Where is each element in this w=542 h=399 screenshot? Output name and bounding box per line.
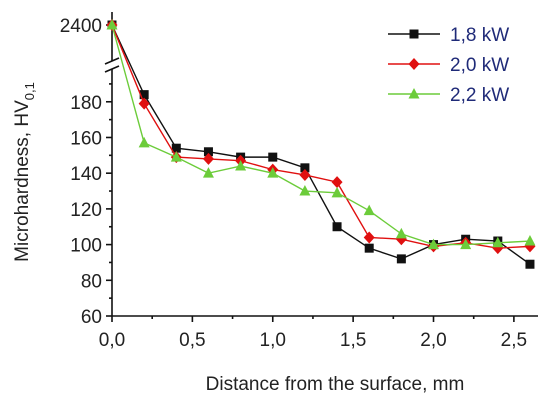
legend: 1,8 kW 2,0 kW 2,2 kW — [388, 25, 509, 106]
y-tick-label: 80 — [81, 271, 102, 292]
x-tick-label: 1,5 — [340, 330, 366, 351]
legend-label: 1,8 kW — [450, 25, 509, 46]
data-point-square — [332, 222, 342, 232]
data-point-square — [300, 163, 310, 173]
data-point-diamond — [299, 168, 311, 181]
y-tick-label: 160 — [70, 128, 102, 149]
y-tick-label: 180 — [70, 93, 102, 114]
data-point-square — [203, 147, 213, 157]
axis-break-mark-lower — [104, 65, 120, 73]
legend-entry: 1,8 kW — [388, 25, 509, 46]
data-point-triangle — [363, 204, 375, 216]
x-tick-label: 2,0 — [420, 330, 446, 351]
data-point-triangle — [170, 151, 182, 162]
data-point-diamond — [202, 152, 214, 165]
data-point-triangle — [524, 235, 536, 246]
legend-label: 2,2 kW — [450, 85, 509, 106]
data-point-square — [364, 243, 374, 253]
legend-entry: 2,0 kW — [388, 55, 509, 76]
data-point-triangle — [428, 238, 440, 250]
x-tick-label: 2,5 — [501, 330, 527, 351]
x-tick-label: 0,0 — [99, 330, 125, 351]
data-point-square — [525, 259, 535, 269]
series-line — [111, 24, 531, 249]
axis-break-mark-upper — [104, 57, 120, 65]
data-point-triangle — [202, 167, 214, 178]
legend-label: 2,0 kW — [450, 55, 509, 76]
data-point-square — [139, 90, 149, 100]
series-3 — [106, 19, 536, 250]
data-point-square — [396, 254, 406, 264]
y-axis-title-subscript: 0,1 — [22, 82, 37, 100]
y-tick-label: 100 — [70, 236, 102, 257]
data-point-diamond — [408, 58, 420, 70]
data-point-diamond — [138, 97, 150, 110]
y-tick-label: 120 — [70, 200, 102, 221]
x-axis-title: Distance from the surface, mm — [206, 374, 465, 395]
data-point-triangle — [408, 88, 420, 99]
data-point-square — [171, 143, 181, 153]
data-point-triangle — [106, 19, 118, 30]
y-axis-title: Microhardness, HV0,1 — [12, 82, 37, 262]
y-tick-label: 60 — [81, 307, 102, 328]
data-point-triangle — [235, 160, 247, 171]
axis-ticks: 60 80 100 120 140 160 180 2400 0,0 0,5 1,0 1,5 2,0 2,… — [60, 16, 527, 351]
y-tick-label-break-top: 2400 — [60, 16, 102, 37]
series-line — [111, 24, 531, 265]
data-point-triangle — [138, 136, 150, 148]
data-point-diamond — [363, 231, 375, 244]
legend-entry: 2,2 kW — [388, 85, 509, 106]
data-point-diamond — [331, 176, 343, 189]
x-tick-label: 0,5 — [179, 330, 205, 351]
data-point-triangle — [331, 186, 343, 198]
axes-frame — [104, 12, 538, 317]
data-series — [106, 19, 536, 269]
x-tick-label: 1,0 — [260, 330, 286, 351]
y-axis-title-main: Microhardness, HV — [12, 100, 33, 262]
series-line — [111, 24, 531, 246]
data-point-triangle — [267, 167, 279, 178]
data-point-triangle — [395, 227, 407, 239]
y-tick-label: 140 — [70, 164, 102, 185]
data-point-triangle — [299, 185, 311, 196]
data-point-triangle — [492, 236, 504, 248]
data-point-triangle — [460, 238, 472, 250]
data-point-square — [409, 29, 419, 39]
data-point-square — [268, 152, 278, 162]
